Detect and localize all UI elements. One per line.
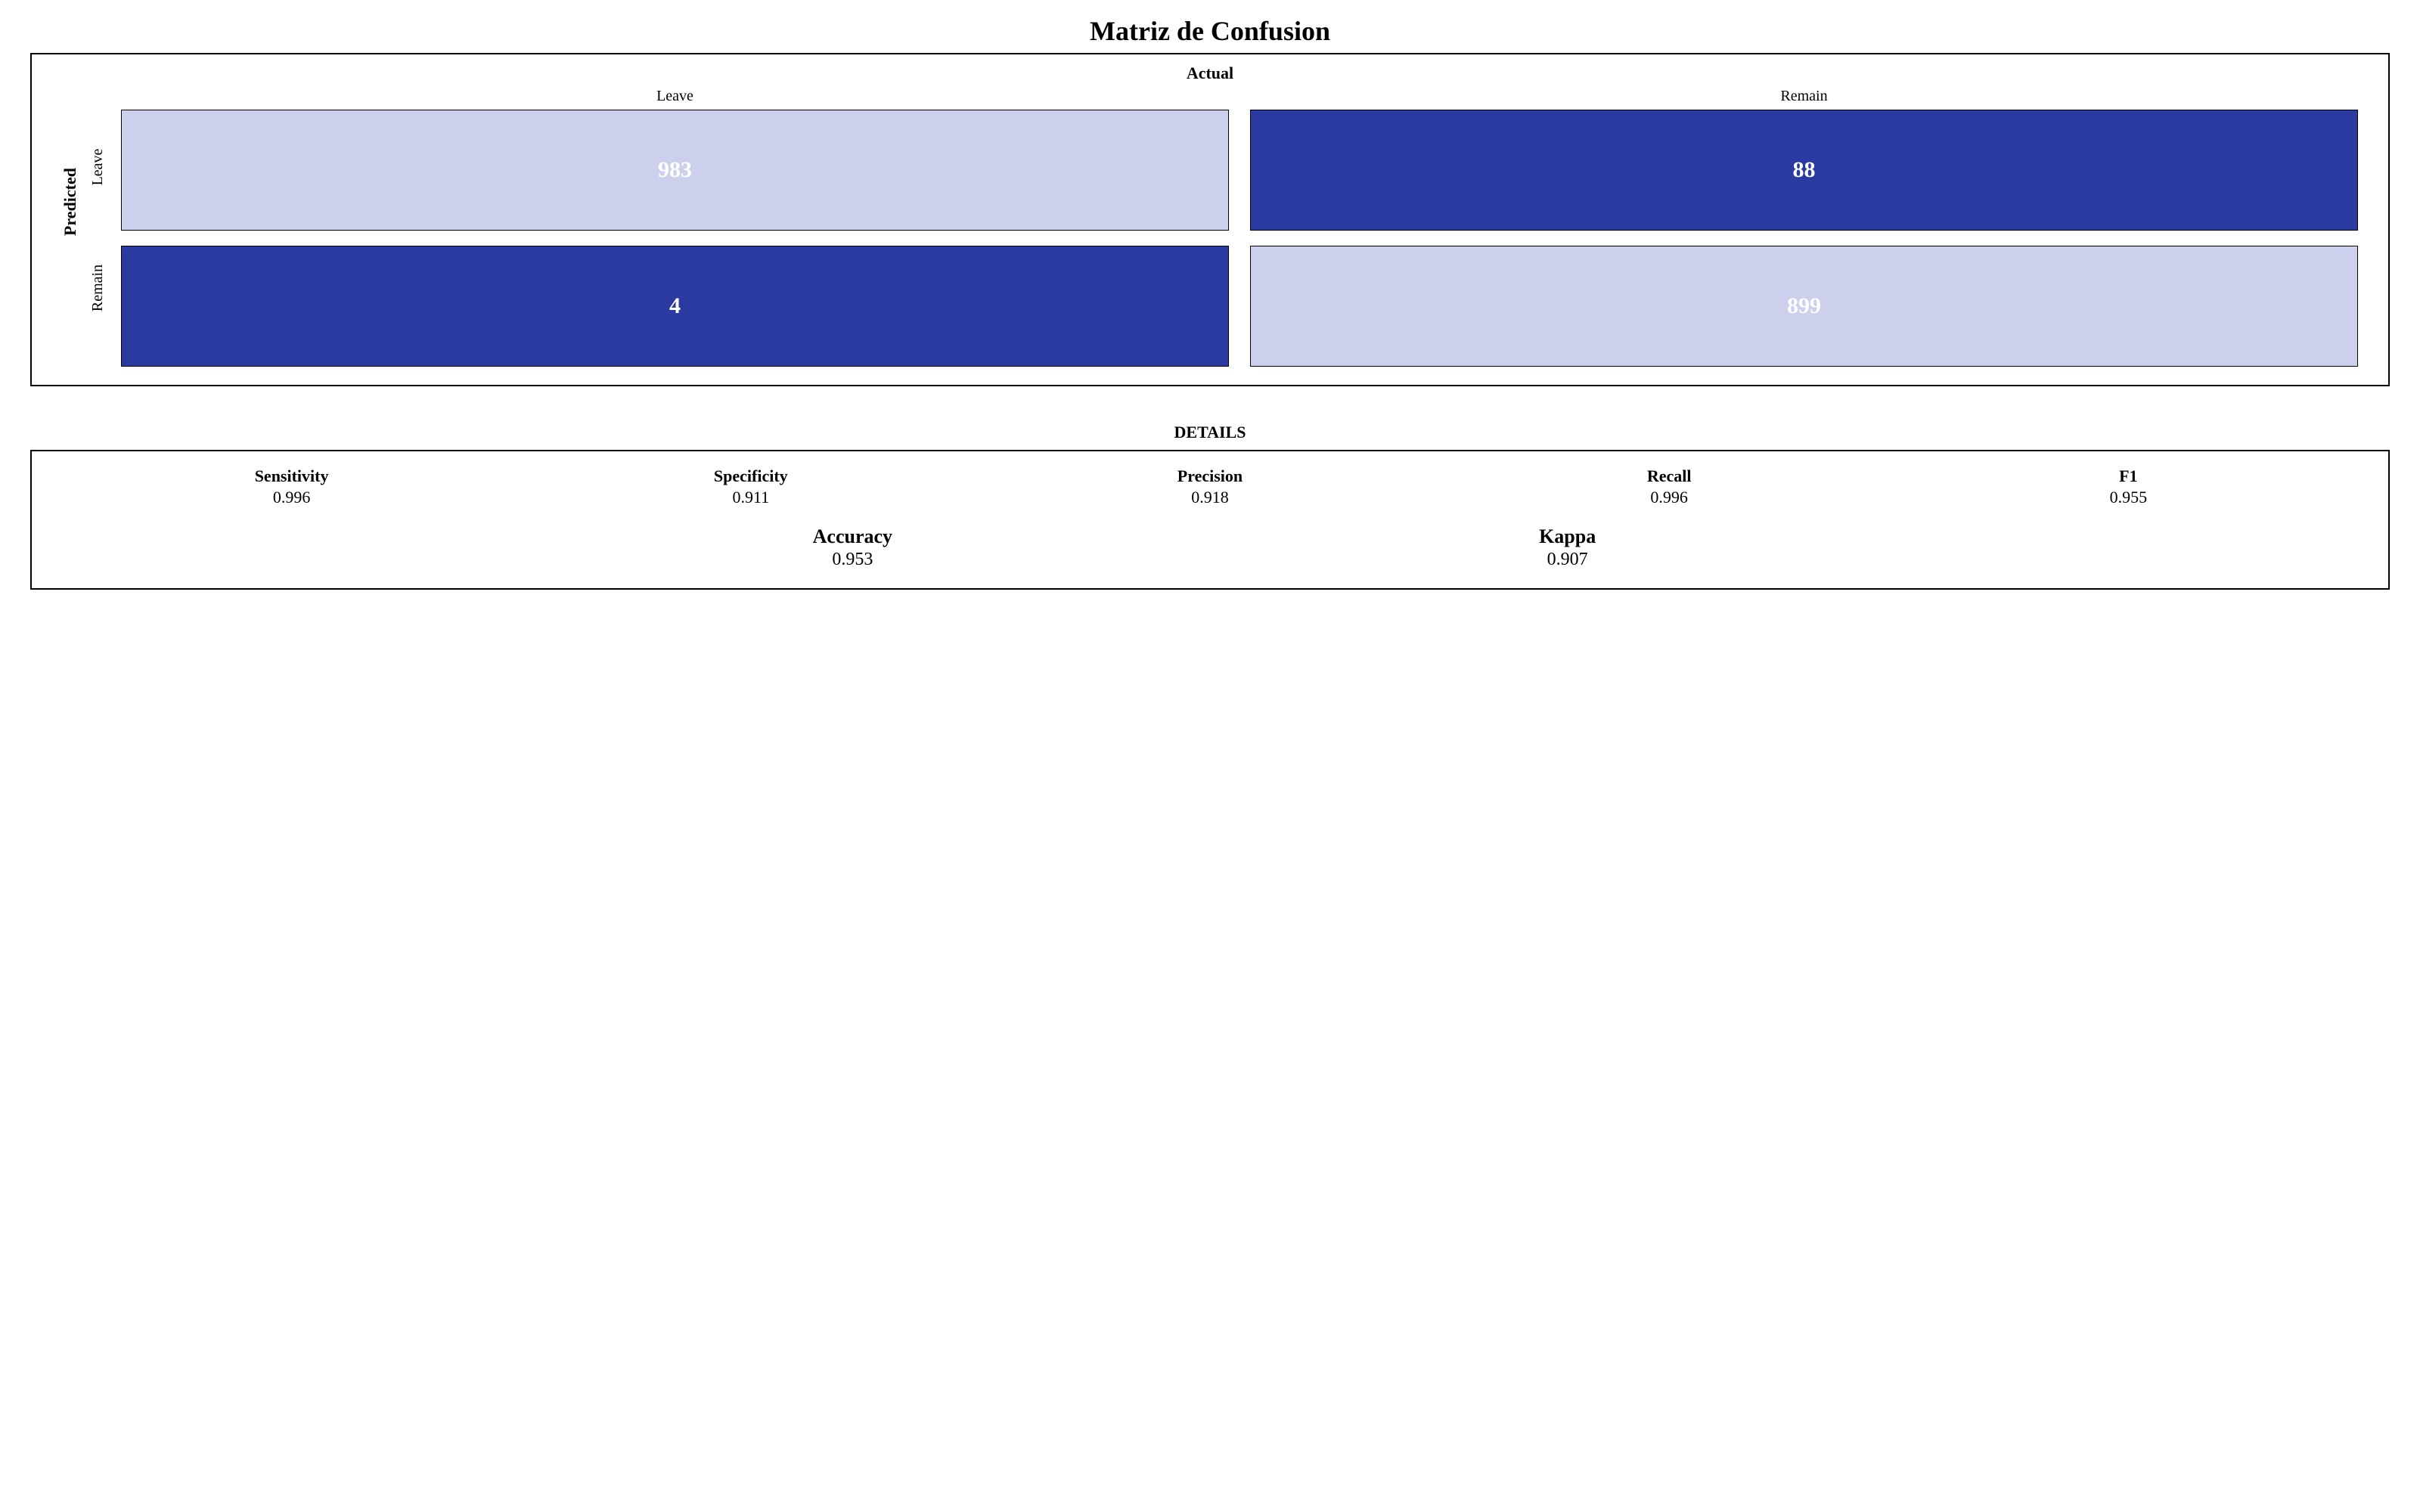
metric-value: 0.996 bbox=[247, 488, 337, 507]
confusion-matrix-container: Actual Predicted Leave Remain Leave Rema… bbox=[30, 53, 2390, 386]
matrix-grid-wrap: Leave Remain 983 88 4 899 bbox=[121, 88, 2358, 367]
cell-fp: 88 bbox=[1250, 110, 2358, 231]
metric-label: Kappa bbox=[1522, 525, 1613, 548]
confusion-matrix-body: Predicted Leave Remain Leave Remain 983 … bbox=[62, 88, 2358, 367]
metric-kappa: Kappa 0.907 bbox=[1522, 525, 1613, 570]
metric-accuracy: Accuracy 0.953 bbox=[807, 525, 898, 570]
confusion-matrix-grid: 983 88 4 899 bbox=[121, 110, 2358, 367]
cell-fn: 4 bbox=[121, 246, 1229, 367]
metric-recall: Recall 0.996 bbox=[1624, 466, 1714, 507]
metric-specificity: Specificity 0.911 bbox=[706, 466, 796, 507]
metric-label: Recall bbox=[1624, 466, 1714, 486]
predicted-axis-label-wrap: Predicted bbox=[62, 218, 79, 237]
predicted-axis-label: Predicted bbox=[60, 219, 80, 236]
metric-precision: Precision 0.918 bbox=[1165, 466, 1255, 507]
col-label-leave: Leave bbox=[121, 88, 1229, 105]
details-heading: DETAILS bbox=[30, 423, 2390, 442]
metrics-row-1: Sensitivity 0.996 Specificity 0.911 Prec… bbox=[62, 466, 2358, 507]
cell-tp: 983 bbox=[121, 110, 1229, 231]
metric-label: Specificity bbox=[706, 466, 796, 486]
row-label-remain: Remain bbox=[37, 277, 158, 299]
cell-tn: 899 bbox=[1250, 246, 2358, 367]
metric-value: 0.918 bbox=[1165, 488, 1255, 507]
metric-value: 0.955 bbox=[2083, 488, 2173, 507]
metric-label: Precision bbox=[1165, 466, 1255, 486]
column-labels: Leave Remain bbox=[121, 88, 2358, 105]
metric-value: 0.953 bbox=[807, 550, 898, 570]
metric-value: 0.911 bbox=[706, 488, 796, 507]
actual-axis-label: Actual bbox=[62, 64, 2358, 83]
metric-sensitivity: Sensitivity 0.996 bbox=[247, 466, 337, 507]
metric-label: Sensitivity bbox=[247, 466, 337, 486]
details-box: Sensitivity 0.996 Specificity 0.911 Prec… bbox=[30, 450, 2390, 590]
metrics-row-2: Accuracy 0.953 Kappa 0.907 bbox=[62, 525, 2358, 570]
chart-title: Matriz de Confusion bbox=[30, 15, 2390, 47]
metric-value: 0.996 bbox=[1624, 488, 1714, 507]
metric-label: Accuracy bbox=[807, 525, 898, 548]
metric-value: 0.907 bbox=[1522, 550, 1613, 570]
row-label-leave: Leave bbox=[37, 156, 158, 178]
metric-f1: F1 0.955 bbox=[2083, 466, 2173, 507]
metric-label: F1 bbox=[2083, 466, 2173, 486]
col-label-remain: Remain bbox=[1250, 88, 2358, 105]
row-labels: Leave Remain bbox=[86, 107, 109, 349]
